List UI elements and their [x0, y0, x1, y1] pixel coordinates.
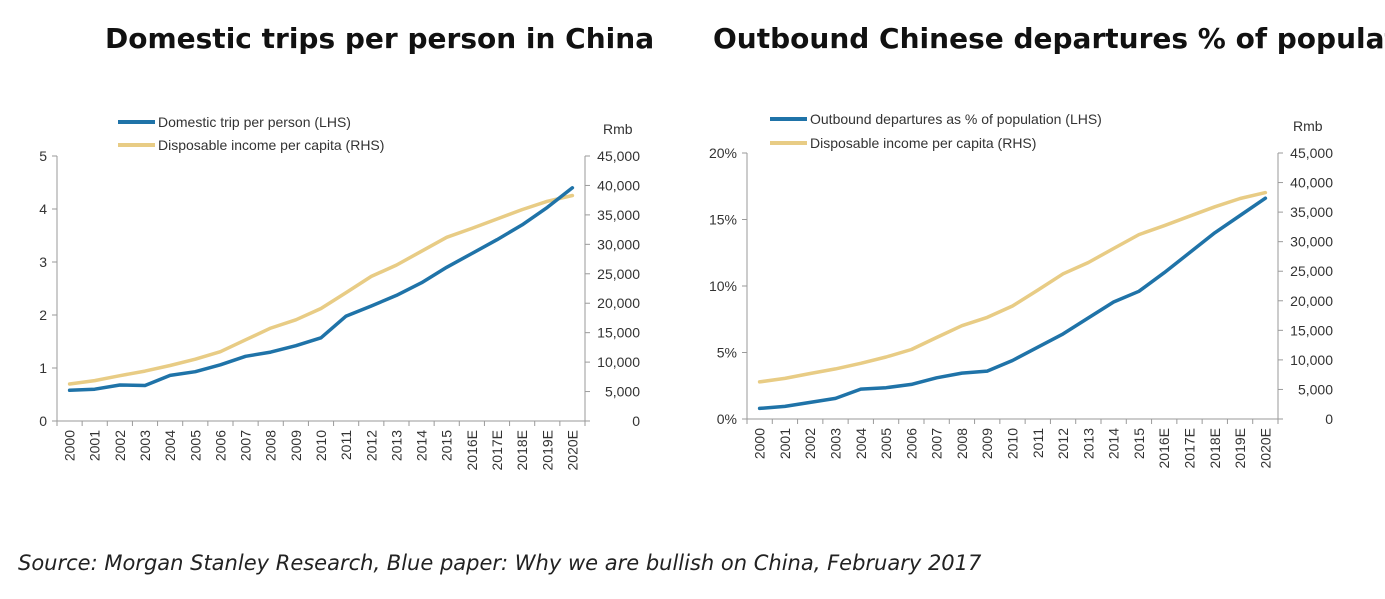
x-tick-label: 2017E — [489, 430, 505, 470]
x-tick-label: 2009 — [979, 428, 995, 459]
y-right-tick-label: 20,000 — [597, 295, 640, 311]
y-right-tick-label: 5,000 — [1298, 381, 1333, 397]
x-tick-label: 2000 — [752, 428, 768, 459]
x-tick-label: 2005 — [187, 430, 203, 461]
x-tick-label: 2001 — [87, 430, 103, 461]
x-tick-label: 2010 — [1005, 428, 1021, 459]
x-tick-label: 2007 — [238, 430, 254, 461]
y-left-tick-label: 4 — [39, 201, 47, 217]
y-right-tick-label: 0 — [1325, 411, 1333, 427]
y-right-tick-label: 45,000 — [597, 148, 640, 164]
x-tick-label: 2012 — [1055, 428, 1071, 459]
x-tick-label: 2013 — [388, 430, 404, 461]
x-tick-label: 2015 — [439, 430, 455, 461]
x-tick-label: 2003 — [137, 430, 153, 461]
x-tick-label: 2016E — [464, 430, 480, 470]
y-right-tick-label: 25,000 — [1290, 263, 1333, 279]
x-tick-label: 2002 — [112, 430, 128, 461]
x-tick-label: 2020E — [564, 430, 580, 470]
y-left-tick-label: 5 — [39, 148, 47, 164]
y-right-axis-unit-label: Rmb — [603, 121, 633, 137]
chart-title-domestic-trips: Domestic trips per person in China — [105, 22, 655, 55]
x-tick-label: 2019E — [1232, 428, 1248, 468]
y-left-tick-label: 0 — [39, 413, 47, 429]
legend-label: Disposable income per capita (RHS) — [810, 135, 1036, 151]
x-tick-label: 2006 — [903, 428, 919, 459]
y-right-tick-label: 0 — [632, 413, 640, 429]
x-tick-label: 2011 — [338, 430, 354, 460]
y-right-tick-label: 35,000 — [1290, 204, 1333, 220]
legend-label: Outbound departures as % of population (… — [810, 111, 1102, 127]
series-line-lhs — [67, 186, 575, 393]
y-right-tick-label: 25,000 — [597, 266, 640, 282]
x-tick-label: 2011 — [1030, 428, 1046, 458]
x-tick-label: 2014 — [1106, 428, 1122, 459]
y-left-tick-label: 15% — [709, 212, 737, 228]
y-left-tick-label: 2 — [39, 307, 47, 323]
x-tick-label: 2006 — [212, 430, 228, 461]
x-tick-label: 2016E — [1156, 428, 1172, 468]
x-tick-label: 2012 — [363, 430, 379, 461]
x-tick-label: 2014 — [414, 430, 430, 461]
series-line-lhs — [757, 196, 1268, 411]
y-right-tick-label: 15,000 — [597, 325, 640, 341]
y-right-tick-label: 5,000 — [605, 384, 640, 400]
y-right-tick-label: 40,000 — [1290, 175, 1333, 191]
x-tick-label: 2018E — [1207, 428, 1223, 468]
y-left-tick-label: 20% — [709, 145, 737, 161]
y-left-tick-label: 10% — [709, 278, 737, 294]
y-left-tick-label: 5% — [717, 345, 737, 361]
y-right-tick-label: 10,000 — [1290, 352, 1333, 368]
x-tick-label: 2020E — [1257, 428, 1273, 468]
x-tick-label: 2004 — [853, 428, 869, 459]
x-tick-label: 2010 — [313, 430, 329, 461]
y-right-tick-label: 30,000 — [597, 236, 640, 252]
y-right-tick-label: 35,000 — [597, 207, 640, 223]
legend-label: Domestic trip per person (LHS) — [158, 114, 351, 130]
y-right-tick-label: 40,000 — [597, 177, 640, 193]
domestic-chart: 0 1 2 3 4 5 0 5,000 10,000 15,000 20,000 25,000 30,0… — [39, 114, 640, 470]
y-right-tick-label: 20,000 — [1290, 293, 1333, 309]
y-right-axis-unit-label: Rmb — [1293, 118, 1323, 134]
x-tick-label: 2017E — [1182, 428, 1198, 468]
y-right-tick-label: 10,000 — [597, 354, 640, 370]
chart-title-outbound-departures: Outbound Chinese departures % of populat… — [713, 22, 1385, 55]
x-tick-label: 2005 — [878, 428, 894, 459]
x-tick-label: 2019E — [539, 430, 555, 470]
y-right-tick-label: 45,000 — [1290, 145, 1333, 161]
x-tick-label: 2004 — [162, 430, 178, 461]
y-right-tick-label: 15,000 — [1290, 322, 1333, 338]
x-tick-label: 2002 — [802, 428, 818, 459]
series-line-rhs — [757, 190, 1268, 384]
x-tick-label: 2013 — [1080, 428, 1096, 459]
y-right-tick-label: 30,000 — [1290, 234, 1333, 250]
x-tick-label: 2007 — [929, 428, 945, 459]
series-line-rhs — [67, 193, 575, 386]
x-tick-label: 2001 — [777, 428, 793, 459]
source-note: Source: Morgan Stanley Research, Blue pa… — [18, 551, 982, 575]
x-tick-label: 2003 — [828, 428, 844, 459]
x-tick-label: 2000 — [62, 430, 78, 461]
x-tick-label: 2015 — [1131, 428, 1147, 459]
legend-label: Disposable income per capita (RHS) — [158, 137, 384, 153]
y-left-tick-label: 1 — [39, 360, 47, 376]
x-tick-label: 2009 — [288, 430, 304, 461]
y-left-tick-label: 0% — [717, 411, 737, 427]
x-tick-label: 2008 — [263, 430, 279, 461]
x-tick-label: 2018E — [514, 430, 530, 470]
y-left-tick-label: 3 — [39, 254, 47, 270]
outbound-chart: 0% 5% 10% 15% 20% 0 5,000 10,000 15,000 20,000 25,… — [709, 111, 1333, 468]
x-tick-label: 2008 — [954, 428, 970, 459]
